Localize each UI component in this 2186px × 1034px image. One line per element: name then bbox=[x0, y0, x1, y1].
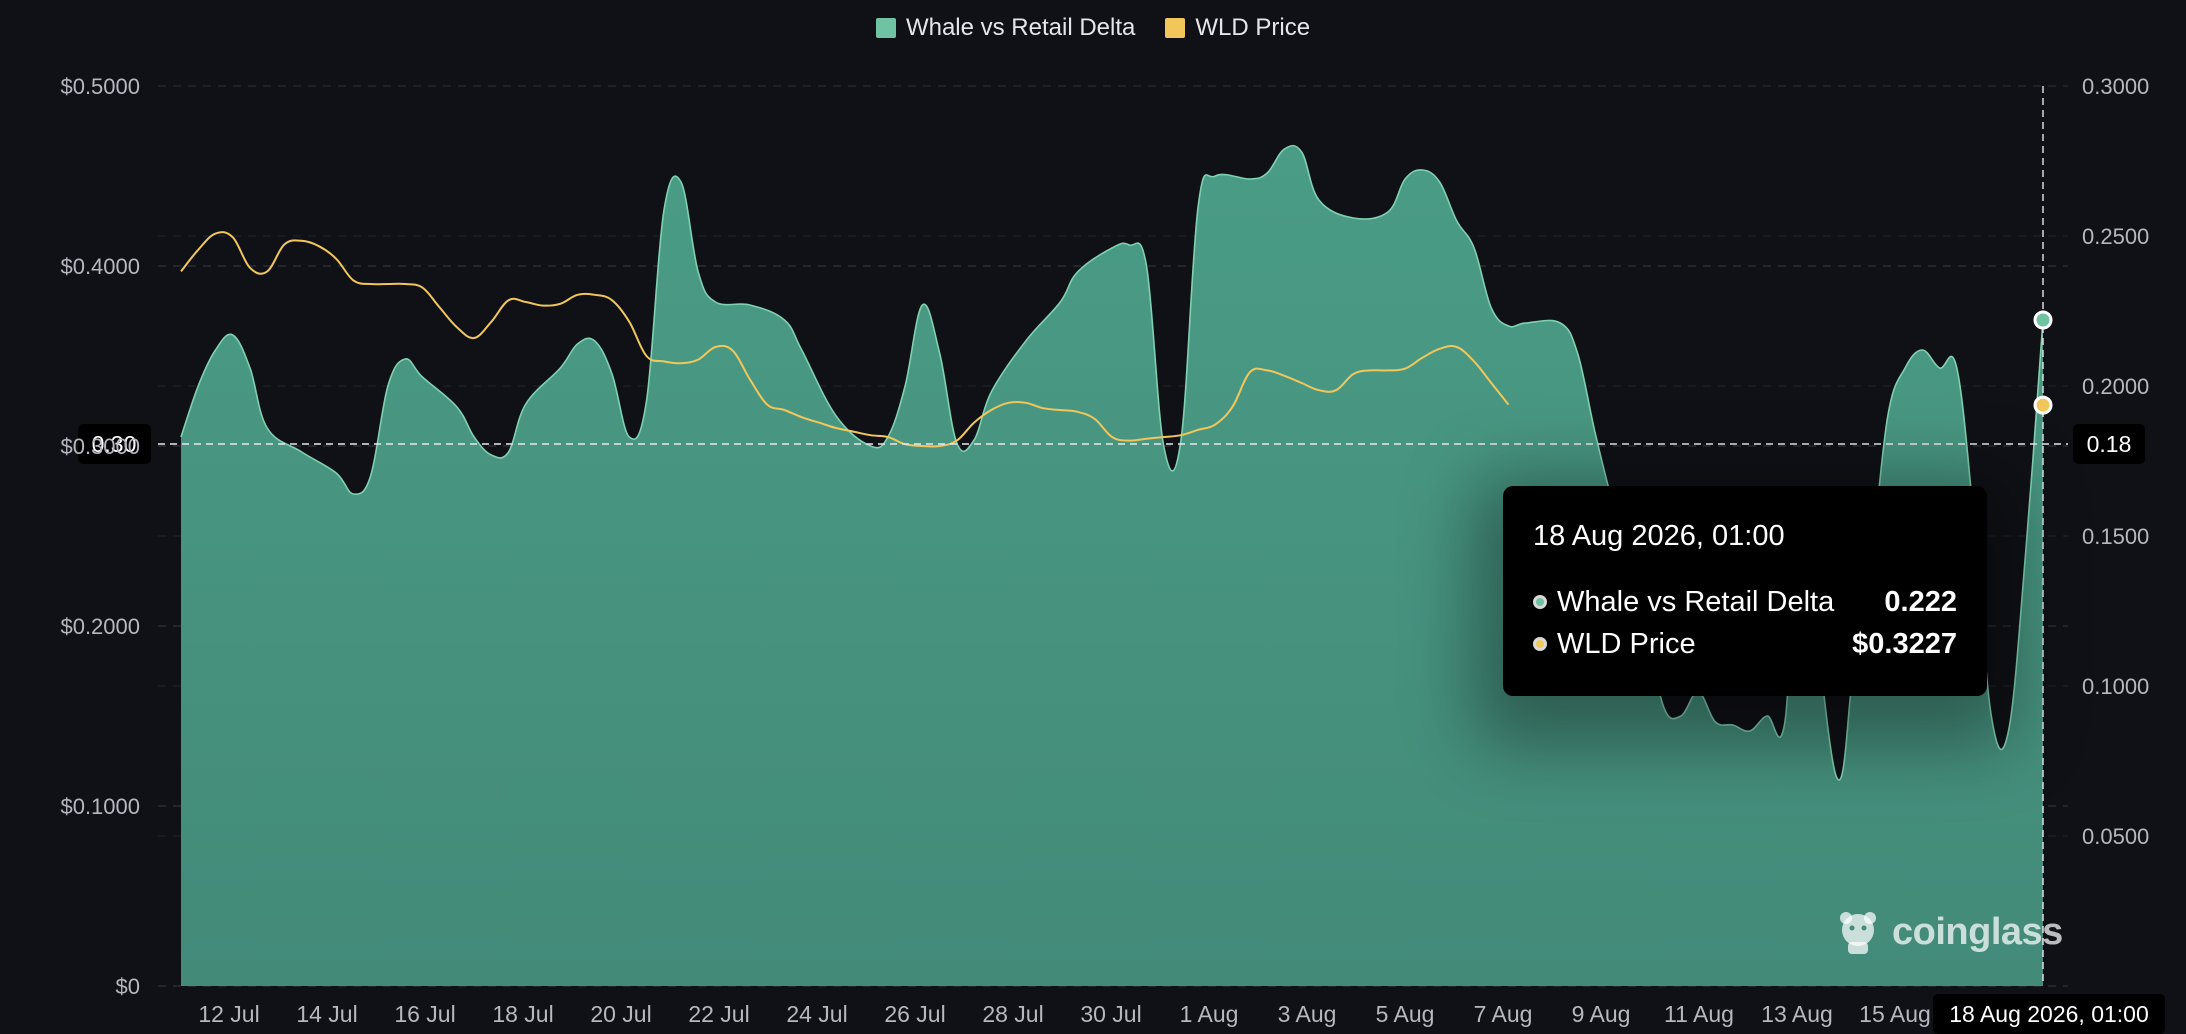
left-tick-label: $0.4000 bbox=[60, 254, 140, 279]
tooltip-row-price: WLD Price $0.3227 bbox=[1533, 623, 1957, 665]
tooltip-row-whale: Whale vs Retail Delta 0.222 bbox=[1533, 581, 1957, 623]
right-axis: 0.0500 0.1000 0.1500 0.2000 0.2500 0.3000 bbox=[2082, 74, 2149, 849]
x-tick-label: 11 Aug bbox=[1664, 1001, 1734, 1027]
legend-label: WLD Price bbox=[1195, 14, 1311, 41]
chart-tooltip: 18 Aug 2026, 01:00 Whale vs Retail Delta… bbox=[1503, 486, 1987, 696]
left-tick-label: $0 bbox=[116, 974, 140, 999]
right-tick-label: 0.1000 bbox=[2082, 674, 2149, 699]
crosshair-left-label: 0.30 bbox=[92, 431, 137, 457]
right-tick-label: 0.1500 bbox=[2082, 524, 2149, 549]
x-tick-label: 24 Jul bbox=[786, 1001, 847, 1027]
crosshair-x-label-box bbox=[1933, 994, 2165, 1034]
right-tick-label: 0.2500 bbox=[2082, 224, 2149, 249]
crosshair: 0.30 0.18 18 Aug 2026, 01:00 bbox=[78, 86, 2165, 1034]
x-tick-label: 13 Aug bbox=[1761, 1001, 1833, 1027]
wld-price-line bbox=[180, 231, 1510, 448]
crosshair-right-label-box bbox=[2073, 424, 2145, 464]
x-tick-label: 18 Jul bbox=[492, 1001, 553, 1027]
legend-label: Whale vs Retail Delta bbox=[905, 14, 1136, 41]
tooltip-dot-whale bbox=[1533, 595, 1547, 609]
left-tick-label: $0.5000 bbox=[60, 74, 140, 99]
x-tick-label: 16 Jul bbox=[394, 1001, 455, 1027]
legend-item-wld-price[interactable]: WLD Price bbox=[1165, 14, 1310, 42]
left-tick-label: $0.3000 bbox=[60, 434, 140, 459]
crosshair-x-label: 18 Aug 2026, 01:00 bbox=[1949, 1001, 2149, 1027]
x-tick-label: 9 Aug bbox=[1572, 1001, 1631, 1027]
x-tick-label: 1 Aug bbox=[1180, 1001, 1239, 1027]
coinglass-watermark: coinglass bbox=[1832, 906, 2063, 958]
legend-item-whale-vs-retail-delta[interactable]: Whale vs Retail Delta bbox=[875, 14, 1136, 42]
tooltip-series-name: Whale vs Retail Delta bbox=[1557, 585, 1835, 618]
left-tick-label: $0.2000 bbox=[60, 614, 140, 639]
left-tick-label: $0.1000 bbox=[60, 794, 140, 819]
hover-markers bbox=[2033, 310, 2053, 415]
tooltip-title: 18 Aug 2026, 01:00 bbox=[1533, 520, 1785, 552]
tooltip-dot-price bbox=[1533, 637, 1547, 651]
x-tick-label: 15 Aug bbox=[1859, 1001, 1931, 1027]
crosshair-left-label-box bbox=[78, 424, 151, 464]
coinglass-logo-icon bbox=[1840, 912, 1876, 954]
chart-legend: Whale vs Retail Delta WLD Price bbox=[0, 14, 2186, 42]
tooltip-series-name: WLD Price bbox=[1557, 627, 1696, 660]
x-tick-label: 5 Aug bbox=[1376, 1001, 1435, 1027]
x-tick-label: 3 Aug bbox=[1278, 1001, 1337, 1027]
x-tick-label: 28 Jul bbox=[982, 1001, 1043, 1027]
x-tick-label: 7 Aug bbox=[1474, 1001, 1533, 1027]
x-tick-label: 30 Jul bbox=[1080, 1001, 1141, 1027]
watermark-text: coinglass bbox=[1892, 910, 2063, 953]
right-tick-label: 0.2000 bbox=[2082, 374, 2149, 399]
left-axis: $0 $0.1000 $0.2000 $0.3000 $0.4000 $0.5000 bbox=[60, 74, 140, 999]
legend-swatch-whale bbox=[875, 18, 896, 38]
right-tick-label: 0.3000 bbox=[2082, 74, 2149, 99]
x-tick-label: 26 Jul bbox=[884, 1001, 945, 1027]
x-tick-label: 22 Jul bbox=[688, 1001, 749, 1027]
x-tick-label: 12 Jul bbox=[198, 1001, 259, 1027]
right-tick-label: 0.0500 bbox=[2082, 824, 2149, 849]
price-line bbox=[180, 231, 1510, 448]
marker-whale-vs-retail-delta bbox=[2033, 310, 2053, 330]
marker-wld-price bbox=[2033, 395, 2053, 415]
x-axis: 12 Jul 14 Jul 16 Jul 18 Jul 20 Jul 22 Jul 24 J… bbox=[198, 1001, 1931, 1027]
x-tick-label: 14 Jul bbox=[296, 1001, 357, 1027]
legend-swatch-price bbox=[1165, 18, 1186, 38]
crosshair-right-label: 0.18 bbox=[2087, 431, 2132, 457]
x-tick-label: 20 Jul bbox=[590, 1001, 651, 1027]
tooltip-series-value: $0.3227 bbox=[1852, 627, 1957, 660]
tooltip-series-value: 0.222 bbox=[1884, 585, 1957, 618]
